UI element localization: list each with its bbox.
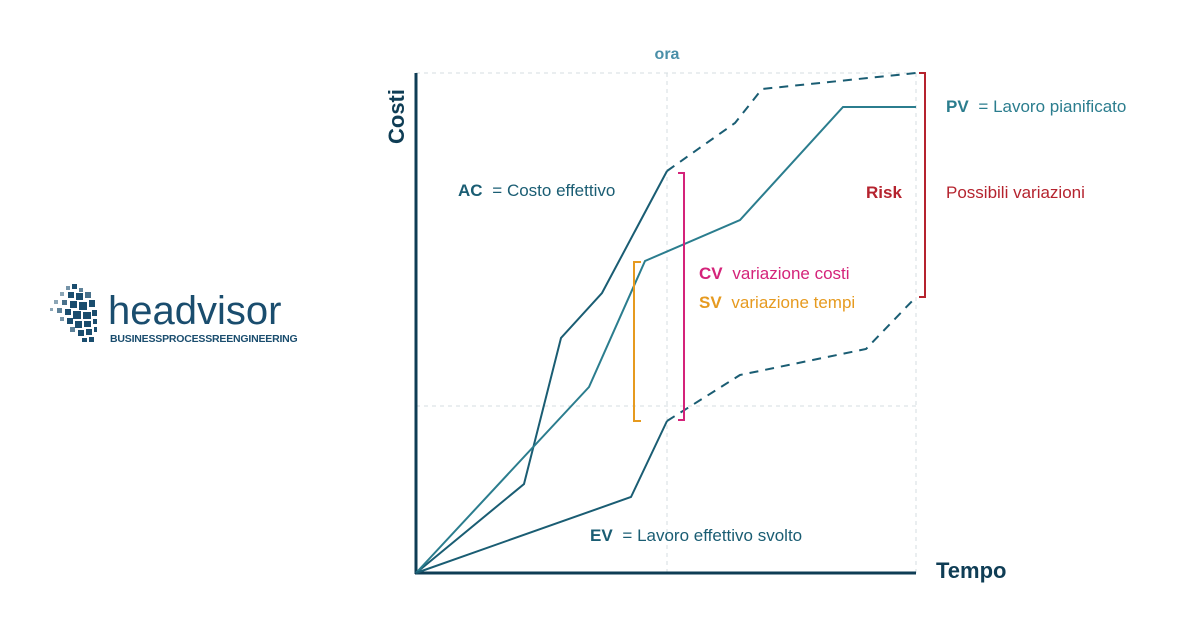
sv-label: SV variazione tempi bbox=[699, 293, 855, 312]
headvisor-logo: headvisor BUSINESSPROCESSREENGINEERING bbox=[50, 284, 298, 345]
ac-description: = Costo effettivo bbox=[492, 181, 615, 200]
pv-curve bbox=[415, 106, 916, 574]
cv-bracket bbox=[678, 172, 685, 421]
ev-curve bbox=[415, 420, 668, 574]
cv-abbr: CV bbox=[699, 264, 723, 283]
risk-bracket bbox=[919, 72, 926, 298]
y-axis-label: Costi bbox=[384, 89, 409, 144]
curves bbox=[415, 72, 917, 574]
sv-abbr: SV bbox=[699, 293, 722, 312]
ev-description: = Lavoro effettivo svolto bbox=[622, 526, 802, 545]
variance-brackets bbox=[633, 72, 926, 422]
sv-bracket bbox=[633, 261, 641, 422]
logo-wordmark: headvisor bbox=[108, 289, 281, 333]
pv-description: = Lavoro pianificato bbox=[978, 97, 1126, 116]
pv-label: PV = Lavoro pianificato bbox=[946, 97, 1126, 116]
ac-label: AC = Costo effettivo bbox=[458, 181, 615, 200]
risk-label: Risk bbox=[866, 183, 902, 202]
ac-abbr: AC bbox=[458, 181, 483, 200]
ev-label: EV = Lavoro effettivo svolto bbox=[590, 526, 802, 545]
pv-abbr: PV bbox=[946, 97, 969, 116]
cv-label: CV variazione costi bbox=[699, 264, 850, 283]
sv-description: variazione tempi bbox=[731, 293, 855, 312]
pixel-head-icon bbox=[50, 284, 97, 342]
reference-gridlines bbox=[416, 72, 917, 573]
risk-description: Possibili variazioni bbox=[946, 183, 1085, 202]
cv-description: variazione costi bbox=[732, 264, 849, 283]
now-label: ora bbox=[655, 46, 680, 63]
x-axis-label: Tempo bbox=[936, 558, 1006, 583]
ev-abbr: EV bbox=[590, 526, 613, 545]
ac-forecast-curve bbox=[666, 72, 917, 172]
logo-tagline: BUSINESSPROCESSREENGINEERING bbox=[110, 333, 298, 345]
ev-forecast-curve bbox=[666, 296, 917, 422]
axes bbox=[414, 73, 916, 575]
ac-curve bbox=[415, 170, 668, 574]
